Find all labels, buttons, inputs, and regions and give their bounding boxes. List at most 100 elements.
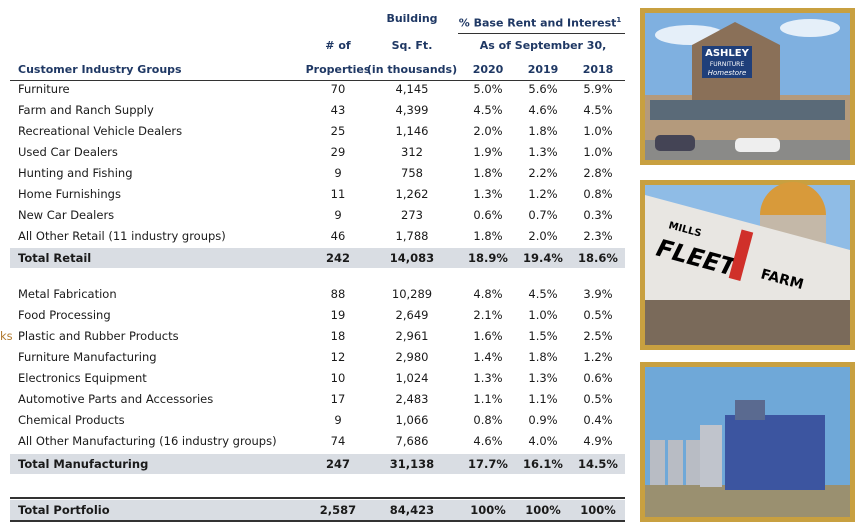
cell: 70: [330, 82, 346, 96]
cell: 18.9%: [468, 251, 508, 265]
header-text: Building: [386, 12, 438, 25]
row-label: Home Furnishings: [18, 187, 121, 201]
cell: 1.2%: [583, 350, 613, 364]
cell: 2.0%: [528, 229, 558, 243]
cell: 1.4%: [473, 350, 503, 364]
cell: 5.6%: [528, 82, 558, 96]
cell: 4,399: [395, 103, 429, 117]
photo-ashley: ASHLEY FURNITURE Homestore: [640, 8, 855, 165]
cell: 2.8%: [583, 166, 613, 180]
cell: 1,066: [395, 413, 429, 427]
cell: 0.6%: [473, 208, 503, 222]
row-label: Furniture Manufacturing: [18, 350, 157, 364]
cell: 0.5%: [583, 392, 613, 406]
cell: 2,587: [319, 503, 357, 517]
cell: 29: [330, 145, 346, 159]
footnote: 1: [616, 16, 622, 24]
cell: 0.6%: [583, 371, 613, 385]
cell: 0.9%: [528, 413, 558, 427]
header-text: As of September 30,: [479, 39, 607, 52]
column-header: (in thousands): [366, 63, 458, 76]
cell: 1,024: [395, 371, 429, 385]
cell: 2,961: [395, 329, 429, 343]
column-header: Customer Industry Groups: [18, 63, 182, 76]
cell: 247: [325, 457, 351, 471]
cell: 1.3%: [528, 371, 558, 385]
row-label: Food Processing: [18, 308, 111, 322]
column-header: 2020: [472, 63, 504, 76]
sign-text: FARM: [759, 266, 805, 293]
cell: 2,980: [395, 350, 429, 364]
cell: 0.7%: [528, 208, 558, 222]
cell: 14.5%: [578, 457, 618, 471]
cell: 19.4%: [523, 251, 563, 265]
photo-plant: [640, 362, 855, 522]
cell: 5.9%: [583, 82, 613, 96]
cell: 758: [401, 166, 423, 180]
cell: 16.1%: [523, 457, 563, 471]
cell: 1.2%: [528, 187, 558, 201]
cell: 31,138: [389, 457, 435, 471]
total-band: [10, 248, 625, 268]
cell: 1.0%: [583, 145, 613, 159]
cell: 25: [330, 124, 346, 138]
cell: 1,146: [395, 124, 429, 138]
cell: 4,145: [395, 82, 429, 96]
cell: 1.0%: [583, 124, 613, 138]
cell: 4.6%: [473, 434, 503, 448]
row-label: Furniture: [18, 82, 70, 96]
column-header: 2018: [582, 63, 614, 76]
row-label: New Car Dealers: [18, 208, 115, 222]
row-label: Automotive Parts and Accessories: [18, 392, 214, 406]
cell: 84,423: [389, 503, 435, 517]
cell: 1.8%: [528, 124, 558, 138]
cell: 1.8%: [528, 350, 558, 364]
rule: [10, 497, 625, 499]
cell: 2,649: [395, 308, 429, 322]
cell: 2.0%: [473, 124, 503, 138]
row-label: Total Retail: [18, 251, 92, 265]
cell: 1,262: [395, 187, 429, 201]
sign-text: ASHLEY: [705, 48, 750, 59]
cell: 11: [330, 187, 346, 201]
cell: 2.3%: [583, 229, 613, 243]
row-label: Total Portfolio: [18, 503, 110, 517]
cell: 3.9%: [583, 287, 613, 301]
cell: 14,083: [389, 251, 435, 265]
cell: 0.4%: [583, 413, 613, 427]
header-text: # of: [325, 39, 351, 52]
row-label: Recreational Vehicle Dealers: [18, 124, 183, 138]
cell: 1.3%: [473, 187, 503, 201]
cell: 10: [330, 371, 346, 385]
cell: 273: [401, 208, 423, 222]
cell: 4.5%: [473, 103, 503, 117]
cell: 1,788: [395, 229, 429, 243]
cell: 1.1%: [473, 392, 503, 406]
cell: 19: [330, 308, 346, 322]
cut-text: ks: [0, 329, 13, 343]
cell: 4.5%: [583, 103, 613, 117]
row-label: All Other Manufacturing (16 industry gro…: [18, 434, 277, 448]
cell: 1.8%: [473, 229, 503, 243]
row-label: Plastic and Rubber Products: [18, 329, 179, 343]
rule: [458, 33, 625, 34]
row-label: All Other Retail (11 industry groups): [18, 229, 226, 243]
cell: 46: [330, 229, 346, 243]
cell: 2.5%: [583, 329, 613, 343]
row-label: Hunting and Fishing: [18, 166, 133, 180]
cell: 100%: [470, 503, 506, 517]
total-band: [10, 454, 625, 474]
cell: 0.5%: [583, 308, 613, 322]
cell: 88: [330, 287, 346, 301]
row-label: Used Car Dealers: [18, 145, 118, 159]
sign-text: FURNITURE: [710, 61, 744, 68]
column-header: Properties: [305, 63, 371, 76]
cell: 17: [330, 392, 346, 406]
row-label: Farm and Ranch Supply: [18, 103, 154, 117]
cell: 7,686: [395, 434, 429, 448]
cell: 2.1%: [473, 308, 503, 322]
row-label: Electronics Equipment: [18, 371, 147, 385]
photo-fleet-farm: MILLS FLEET FARM: [640, 180, 855, 350]
cell: 100%: [525, 503, 561, 517]
header-text: % Base Rent and Interest1: [458, 16, 622, 30]
